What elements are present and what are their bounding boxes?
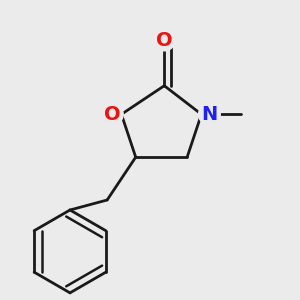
Circle shape	[101, 103, 123, 125]
Text: O: O	[104, 105, 121, 124]
Circle shape	[199, 103, 220, 125]
Circle shape	[153, 29, 175, 51]
Text: N: N	[201, 105, 218, 124]
Text: O: O	[156, 31, 172, 50]
